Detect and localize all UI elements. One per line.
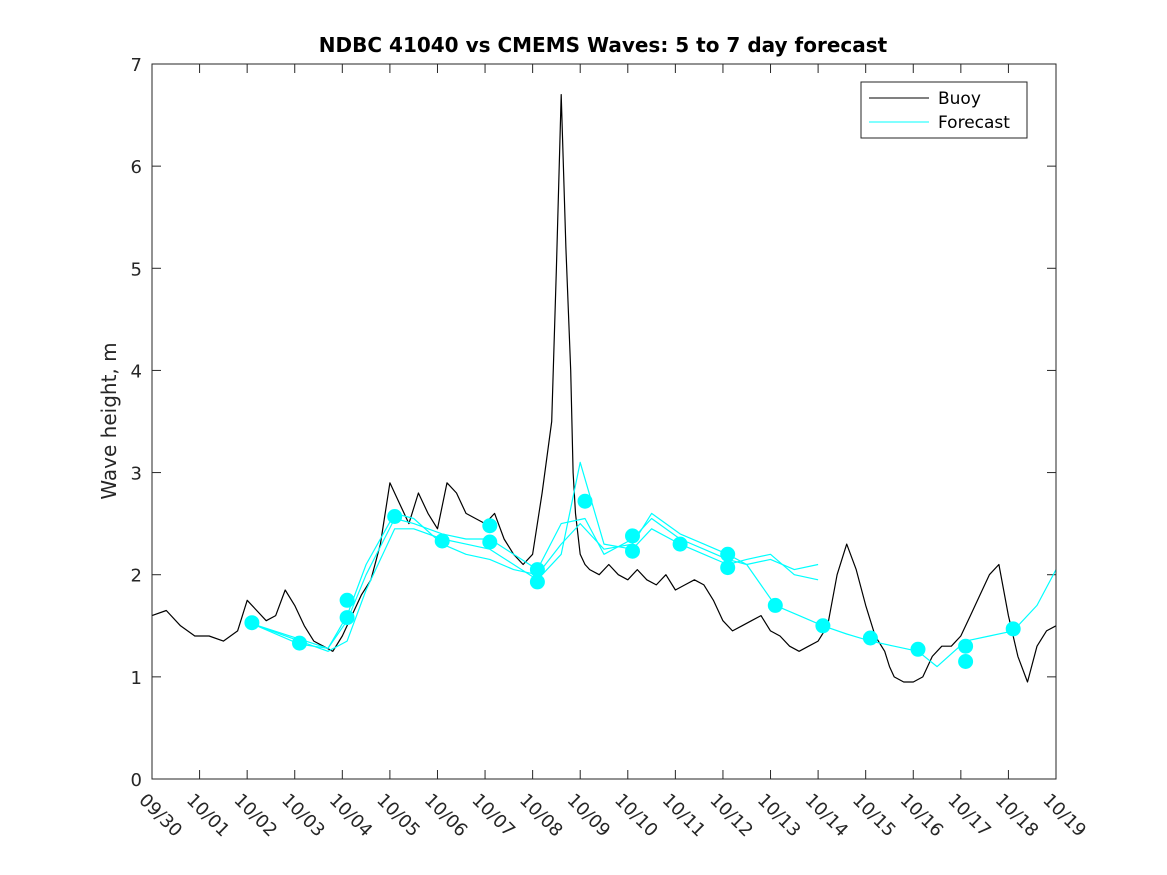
forecast-marker [387, 509, 403, 524]
y-tick-label: 5 [131, 259, 142, 280]
forecast-marker [672, 536, 688, 552]
forecast-marker [625, 528, 640, 544]
forecast-marker [720, 560, 736, 576]
forecast-marker [339, 592, 355, 608]
y-tick-labels: 0 1 2 3 4 5 6 7 [131, 55, 142, 791]
forecast-marker [958, 638, 974, 654]
forecast-marker [1005, 621, 1021, 637]
forecast-marker [339, 610, 355, 626]
y-tick-label: 4 [131, 361, 142, 382]
forecast-marker [434, 533, 450, 549]
y-tick-label: 6 [131, 157, 142, 178]
forecast-marker [292, 635, 307, 651]
y-tick-label: 3 [131, 464, 142, 485]
legend-forecast-label: Forecast [938, 113, 1010, 133]
forecast-marker [815, 618, 831, 634]
y-axis-label: Wave height, m [97, 342, 121, 499]
y-tick-label: 7 [131, 55, 142, 76]
forecast-marker [720, 546, 736, 562]
forecast-marker [862, 630, 878, 646]
forecast-marker [482, 534, 498, 550]
legend-buoy-label: Buoy [938, 89, 981, 109]
chart-title: NDBC 41040 vs CMEMS Waves: 5 to 7 day fo… [319, 33, 888, 57]
forecast-marker [482, 518, 498, 534]
series-forecast-1 [251, 517, 1057, 668]
forecast-marker [244, 615, 260, 631]
y-tick-label: 0 [131, 770, 142, 791]
forecast-marker [577, 493, 593, 509]
forecast-marker [958, 654, 974, 669]
plot-frame [151, 63, 1057, 780]
y-tick-label: 2 [131, 566, 142, 587]
forecast-marker [529, 574, 545, 590]
legend: Buoy Forecast [860, 81, 1028, 139]
forecast-marker [910, 641, 926, 657]
legend-box [860, 81, 1028, 139]
forecast-markers [244, 493, 1021, 669]
forecast-marker [625, 543, 640, 559]
axis-ticks [151, 63, 1057, 780]
y-tick-label: 1 [131, 668, 142, 689]
forecast-marker [767, 597, 783, 613]
series-buoy [151, 93, 1057, 683]
